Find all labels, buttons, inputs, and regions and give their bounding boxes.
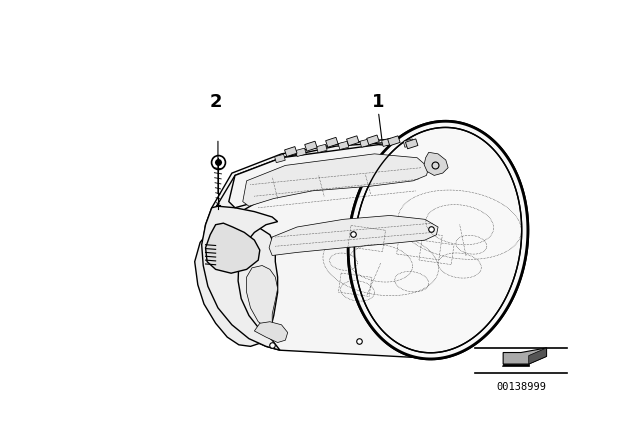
Polygon shape [424,152,448,176]
Polygon shape [502,364,529,366]
Polygon shape [269,215,438,255]
Polygon shape [367,135,379,145]
Polygon shape [348,121,528,359]
Polygon shape [348,121,528,359]
Polygon shape [388,136,400,146]
Polygon shape [360,139,371,147]
Polygon shape [254,322,288,343]
Polygon shape [305,141,317,151]
Polygon shape [205,223,260,273]
Text: 1: 1 [372,92,385,111]
Polygon shape [202,126,528,359]
Polygon shape [243,154,429,206]
Polygon shape [326,138,338,147]
Text: 00138999: 00138999 [496,382,546,392]
Polygon shape [317,144,327,153]
Polygon shape [229,145,440,208]
Polygon shape [296,148,306,156]
Polygon shape [338,141,349,150]
Text: 2: 2 [209,92,222,111]
Polygon shape [347,136,359,146]
Polygon shape [406,139,418,149]
Polygon shape [210,142,448,223]
Polygon shape [403,139,414,147]
Polygon shape [275,154,285,163]
Polygon shape [285,146,297,156]
Polygon shape [529,348,547,364]
Polygon shape [202,206,280,350]
Polygon shape [195,219,278,346]
Polygon shape [381,138,392,146]
Polygon shape [503,348,547,364]
Polygon shape [246,266,278,327]
